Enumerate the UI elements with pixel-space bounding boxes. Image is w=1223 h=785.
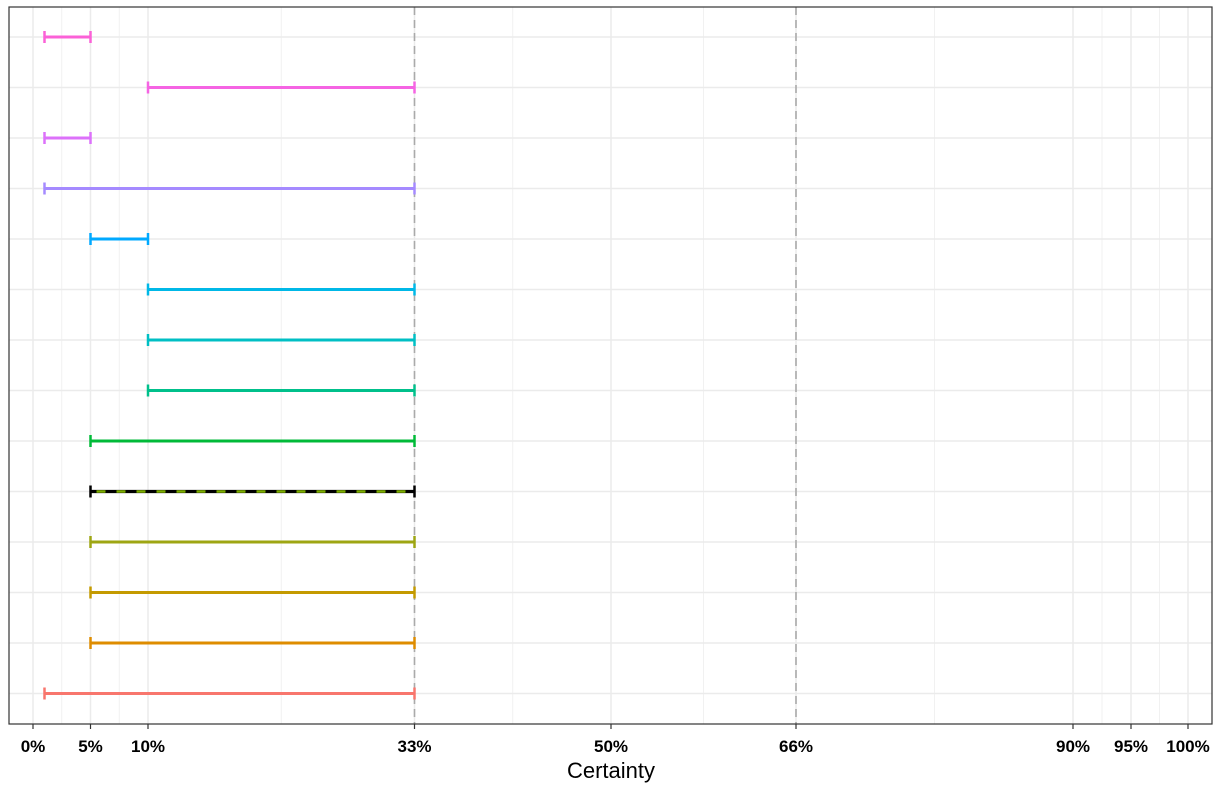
x-tick-label: 100% (1166, 737, 1209, 756)
interval (43, 182, 416, 195)
interval (43, 687, 416, 700)
interval (146, 283, 416, 296)
interval (43, 132, 92, 144)
interval (146, 384, 416, 397)
interval (43, 31, 92, 43)
x-tick-label: 5% (78, 737, 103, 756)
x-tick-label: 33% (397, 737, 431, 756)
interval (89, 233, 150, 245)
interval (89, 586, 416, 599)
grid-layer (9, 7, 1212, 724)
x-axis-title: Certainty (567, 758, 655, 783)
interval (89, 637, 416, 649)
interval (89, 485, 416, 498)
interval (146, 81, 416, 94)
intervals (43, 31, 416, 700)
x-tick-label: 90% (1056, 737, 1090, 756)
reference-lines (413, 7, 797, 724)
interval (89, 435, 416, 447)
interval (146, 334, 416, 346)
x-tick-label: 66% (779, 737, 813, 756)
x-axis-ticks: 0% 5% 10% 33% 50% 66% 90% 95% 100% (21, 724, 1210, 756)
interval (89, 536, 416, 548)
x-tick-label: 95% (1114, 737, 1148, 756)
x-tick-label: 50% (594, 737, 628, 756)
x-tick-label: 0% (21, 737, 46, 756)
x-tick-label: 10% (131, 737, 165, 756)
